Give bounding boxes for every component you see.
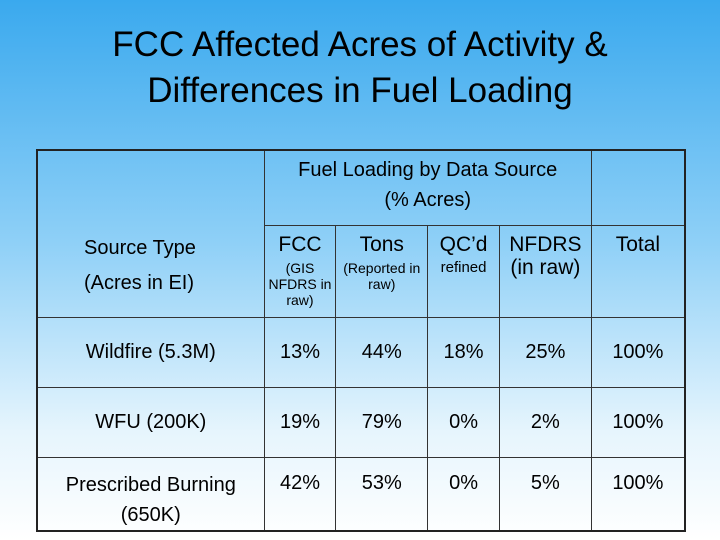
column-header-qcd: QC’d refined [427,225,500,318]
cell-value: 53% [335,457,429,532]
column-fcc-sublabel: (GIS NFDRS in raw) [268,260,332,308]
column-nfdrs-sublabel: (in raw) [510,256,581,279]
cell-value: 13% [263,317,337,388]
column-tons-sublabel: (Reported in raw) [343,260,421,292]
fuel-loading-title: Fuel Loading by Data Source [298,159,558,181]
column-qcd-sublabel: refined [440,259,487,276]
column-header-fcc: FCC (GIS NFDRS in raw) [263,225,337,318]
row-label-prescribed-burning: Prescribed Burning (650K) [36,457,265,532]
cell-value: 100% [590,387,686,458]
column-header-total: Total [590,225,686,318]
cell-value: 100% [590,457,686,532]
column-total-label: Total [615,233,661,256]
cell-value: 19% [263,387,337,458]
table-row: Wildfire (5.3M) 13% 44% 18% 25% 100% [36,317,686,388]
cell-value: 0% [427,457,500,532]
fuel-loading-table: Source Type (Acres in EI) Fuel Loading b… [36,149,686,532]
table-row: Prescribed Burning (650K) 42% 53% 0% 5% … [36,457,686,532]
cell-value: 2% [498,387,592,458]
row-label-prescribed-burning-line-2: (650K) [120,504,181,526]
slide-title: FCC Affected Acres of Activity & Differe… [0,22,720,114]
row-label-prescribed-burning-line-1: Prescribed Burning [65,474,236,496]
source-type-sublabel: (Acres in EI) [84,272,195,294]
fuel-loading-header: Fuel Loading by Data Source (% Acres) [263,149,592,226]
column-qcd-label: QC’d [439,233,488,256]
cell-value: 18% [427,317,500,388]
column-header-nfdrs: NFDRS (in raw) [498,225,592,318]
cell-value: 100% [590,317,686,388]
slide-title-line-2: Differences in Fuel Loading [147,71,573,110]
cell-value: 44% [335,317,429,388]
total-header-blank [590,149,686,226]
row-label-wfu: WFU (200K) [36,387,265,458]
cell-value: 42% [263,457,337,532]
cell-value: 5% [498,457,592,532]
cell-value: 79% [335,387,429,458]
row-label-wildfire: Wildfire (5.3M) [36,317,265,388]
slide-title-line-1: FCC Affected Acres of Activity & [112,25,608,64]
column-tons-label: Tons [359,233,404,256]
column-fcc-label: FCC [278,233,322,256]
cell-value: 25% [498,317,592,388]
column-nfdrs-label: NFDRS [509,233,582,256]
column-header-tons: Tons (Reported in raw) [335,225,429,318]
cell-value: 0% [427,387,500,458]
source-type-header: Source Type (Acres in EI) [36,149,265,318]
table-row: WFU (200K) 19% 79% 0% 2% 100% [36,387,686,458]
source-type-label: Source Type [84,237,196,259]
fuel-loading-subtitle: (% Acres) [384,189,472,211]
